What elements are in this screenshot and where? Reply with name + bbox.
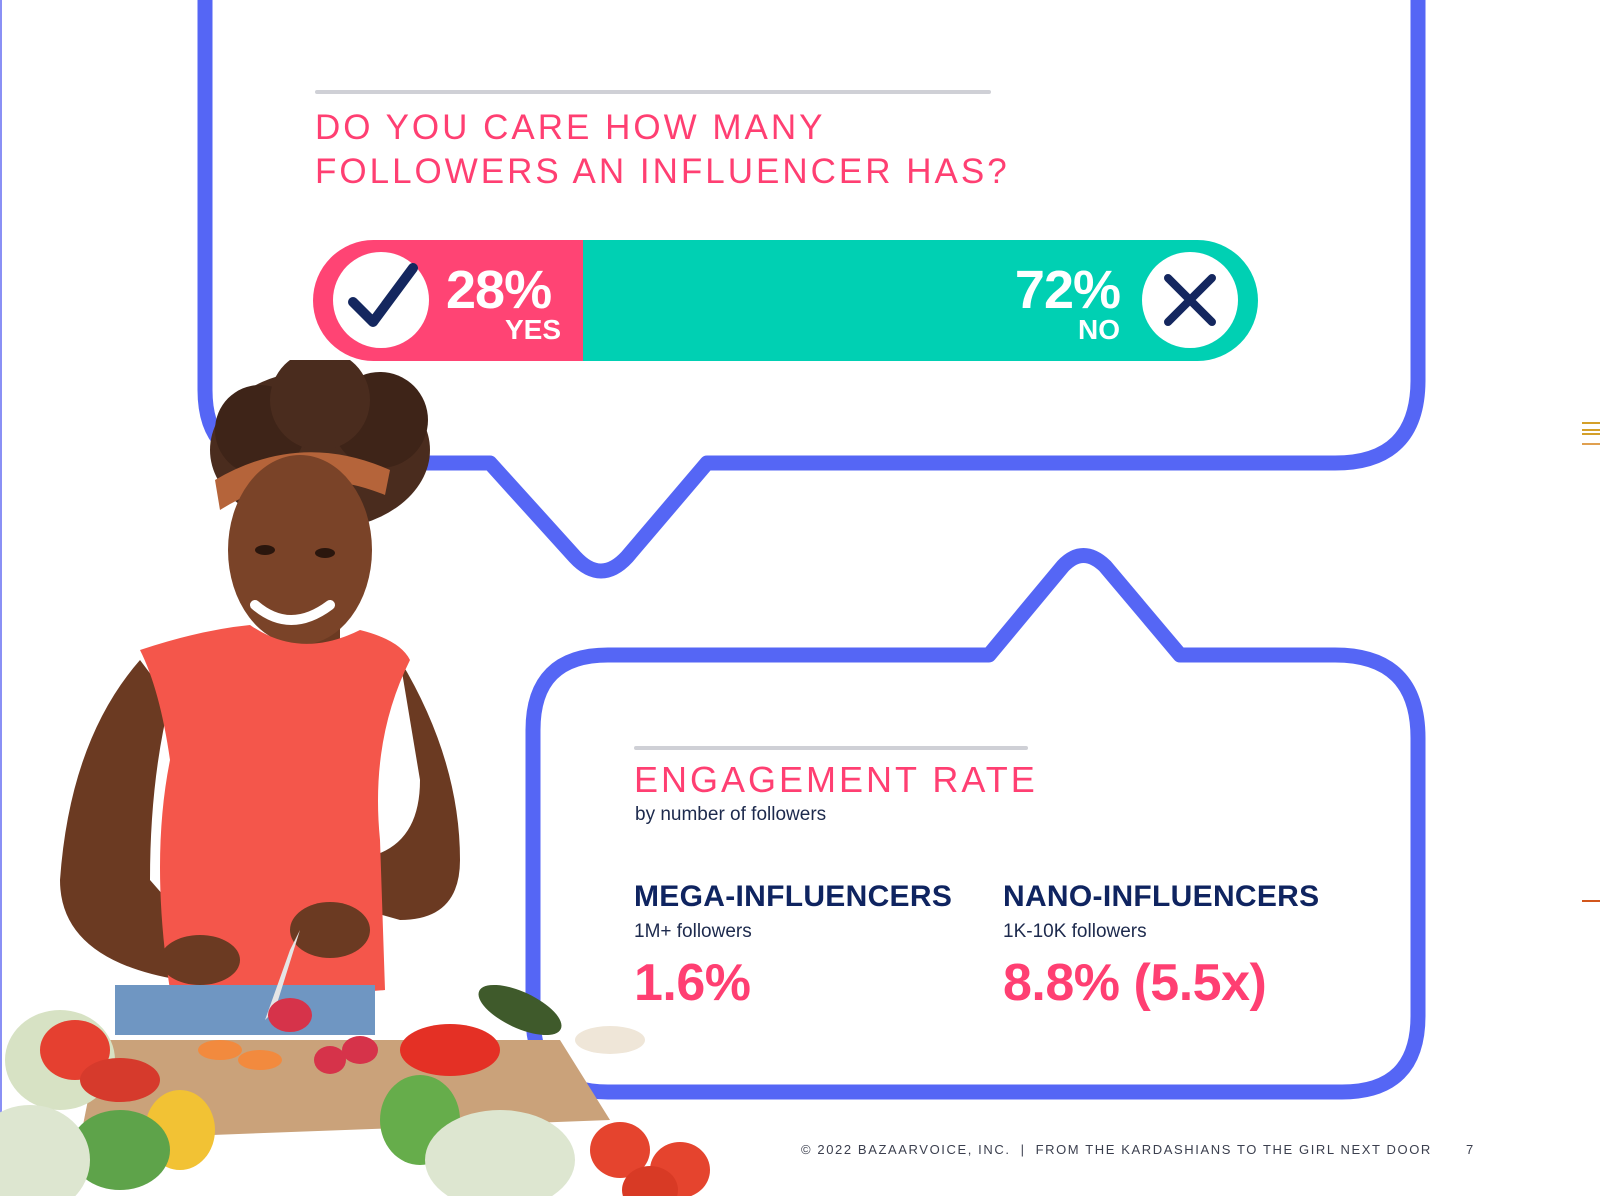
nano-influencers-title: NANO-INFLUENCERS bbox=[1003, 880, 1320, 913]
yes-percent: 28% bbox=[446, 260, 552, 320]
edge-mark bbox=[1582, 443, 1600, 445]
bottom-speech-bubble bbox=[525, 548, 1426, 1100]
mega-influencers-title: MEGA-INFLUENCERS bbox=[634, 880, 953, 913]
page-left-edge bbox=[0, 0, 2, 1196]
no-percent: 72% bbox=[1014, 260, 1121, 320]
yes-label: YES bbox=[504, 314, 561, 345]
check-circle bbox=[333, 252, 429, 348]
engagement-divider bbox=[634, 746, 1028, 750]
question-divider bbox=[315, 90, 991, 94]
x-circle bbox=[1142, 252, 1238, 348]
engagement-subtitle: by number of followers bbox=[635, 804, 827, 825]
nano-influencers-rate: 8.8% (5.5x) bbox=[1003, 954, 1267, 1012]
footer-document-title: FROM THE KARDASHIANS TO THE GIRL NEXT DO… bbox=[1035, 1142, 1432, 1157]
woman-cooking-photo bbox=[0, 360, 710, 1196]
edge-mark bbox=[1582, 422, 1600, 424]
mega-influencers-rate: 1.6% bbox=[634, 954, 751, 1012]
edge-mark bbox=[1582, 433, 1600, 435]
nano-influencers-followers: 1K-10K followers bbox=[1003, 921, 1147, 942]
no-label: NO bbox=[1078, 314, 1120, 345]
page-number: 7 bbox=[1466, 1142, 1474, 1157]
engagement-title: ENGAGEMENT RATE bbox=[634, 759, 1038, 800]
mega-influencers-followers: 1M+ followers bbox=[634, 921, 752, 942]
footer-copyright: © 2022 BAZAARVOICE, INC. bbox=[801, 1142, 1011, 1157]
question-heading: DO YOU CARE HOW MANY FOLLOWERS AN INFLUE… bbox=[315, 106, 1010, 194]
right-edge-marks bbox=[1580, 0, 1600, 1196]
question-line-2: FOLLOWERS AN INFLUENCER HAS? bbox=[315, 152, 1010, 191]
x-icon bbox=[1164, 274, 1216, 326]
poll-no-segment: 72% NO bbox=[583, 240, 1258, 361]
edge-mark bbox=[1582, 900, 1600, 902]
footer-separator: | bbox=[1020, 1142, 1026, 1157]
mega-influencers-stat: MEGA-INFLUENCERS 1M+ followers 1.6% bbox=[634, 880, 952, 1011]
poll-result-bar: 28% YES 72% NO bbox=[313, 240, 1258, 361]
page-footer: © 2022 BAZAARVOICE, INC. | FROM THE KARDAS… bbox=[801, 1142, 1432, 1157]
question-line-1: DO YOU CARE HOW MANY bbox=[315, 108, 826, 147]
nano-influencers-stat: NANO-INFLUENCERS 1K-10K followers 8.8% (… bbox=[1003, 880, 1319, 1011]
check-icon bbox=[348, 263, 418, 327]
edge-mark bbox=[1582, 429, 1600, 431]
poll-yes-segment: 28% YES bbox=[313, 240, 583, 361]
